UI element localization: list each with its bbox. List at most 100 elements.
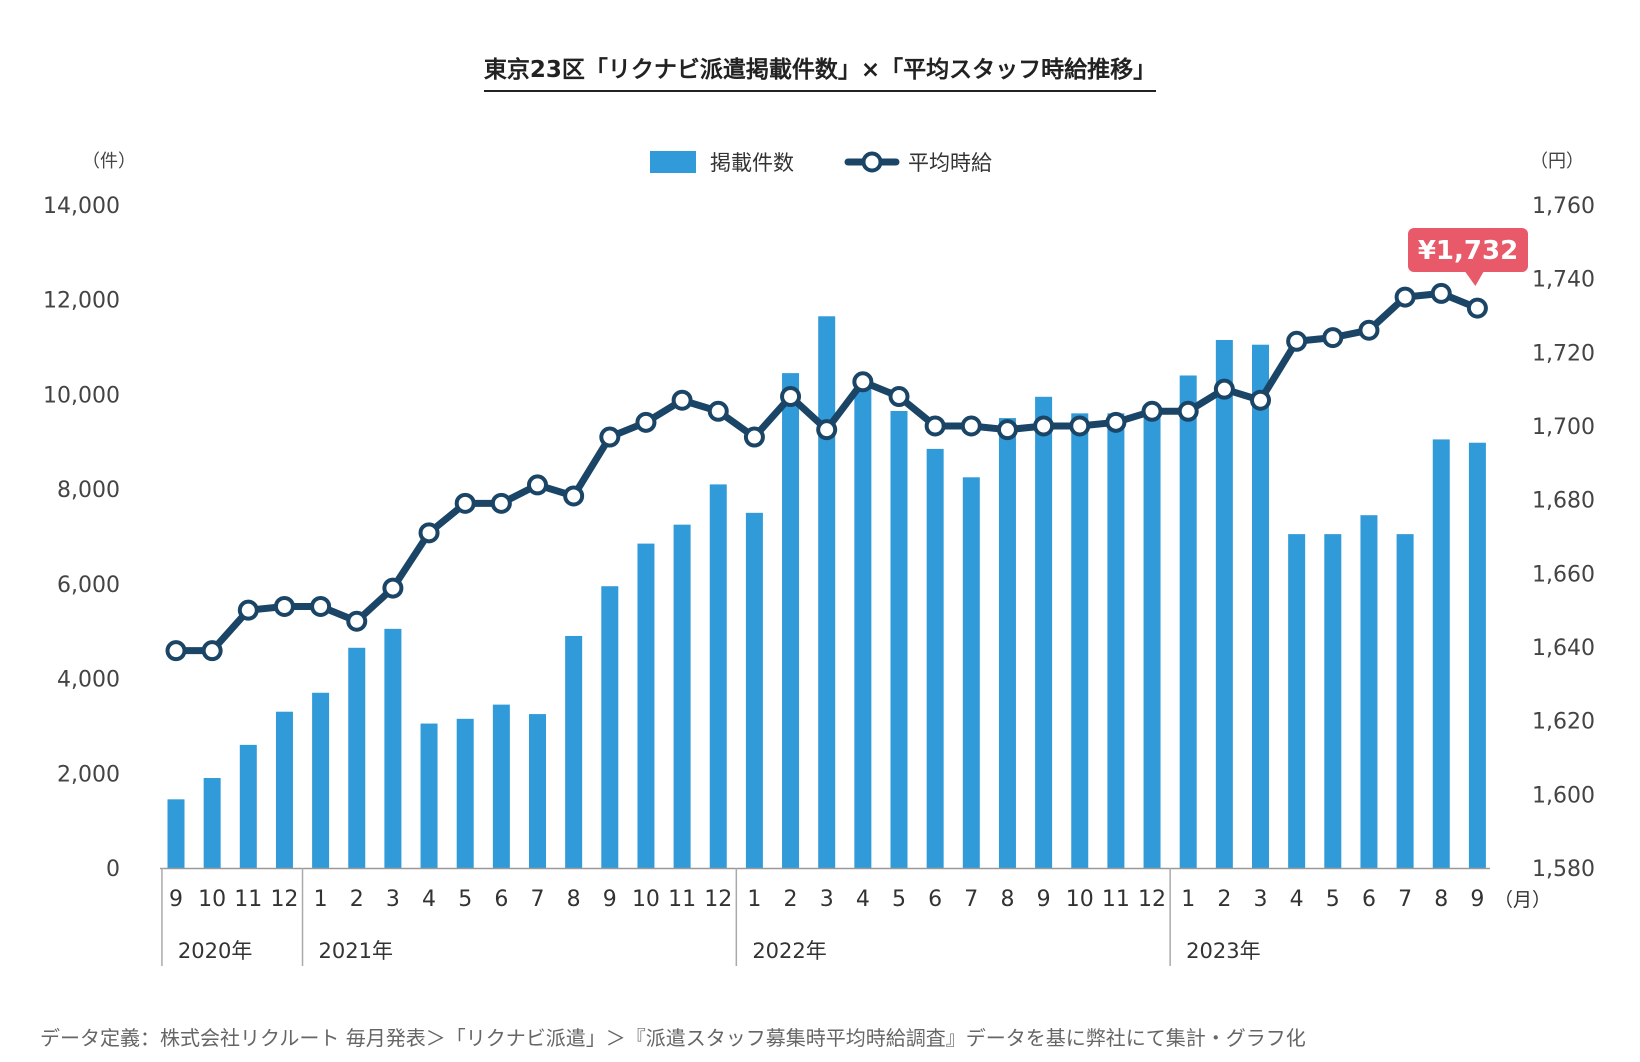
bar bbox=[1360, 515, 1378, 868]
bar bbox=[1252, 344, 1269, 868]
x-tick-label: 10 bbox=[632, 887, 660, 912]
bar bbox=[565, 635, 583, 868]
line-point bbox=[201, 640, 223, 662]
line-point bbox=[1033, 415, 1055, 437]
bar bbox=[782, 373, 800, 868]
line-point bbox=[960, 415, 982, 437]
right-tick-label: 1,680 bbox=[1532, 489, 1595, 514]
x-tick-label: 7 bbox=[531, 887, 545, 912]
annotation-box bbox=[1408, 228, 1528, 272]
bar bbox=[456, 718, 474, 868]
bar bbox=[1143, 406, 1161, 868]
bar bbox=[275, 711, 293, 868]
x-tick-label: 1 bbox=[314, 887, 328, 912]
line-point bbox=[816, 419, 838, 441]
bar bbox=[420, 723, 438, 868]
chart-title-wrap: 東京23区「リクナビ派遣掲載件数」×「平均スタッフ時給推移」 bbox=[0, 50, 1640, 92]
bar bbox=[637, 543, 655, 868]
line-point bbox=[780, 386, 802, 408]
left-tick-label: 2,000 bbox=[57, 762, 120, 787]
line-point bbox=[1466, 297, 1488, 319]
x-tick-label: 11 bbox=[234, 887, 262, 912]
line-point bbox=[1394, 286, 1416, 308]
x-tick-label: 11 bbox=[1102, 887, 1130, 912]
x-tick-label: 6 bbox=[494, 887, 508, 912]
x-tick-label: 2 bbox=[784, 887, 798, 912]
year-label: 2020年 bbox=[178, 939, 252, 963]
x-tick-label: 9 bbox=[169, 887, 183, 912]
bar bbox=[348, 647, 366, 868]
x-tick-label: 10 bbox=[198, 887, 226, 912]
bar bbox=[1432, 439, 1450, 868]
bar bbox=[818, 316, 836, 868]
line-point bbox=[1177, 400, 1199, 422]
bar bbox=[1324, 534, 1342, 868]
line-point bbox=[888, 386, 910, 408]
bar bbox=[1035, 396, 1053, 868]
left-tick-label: 0 bbox=[106, 857, 120, 882]
x-tick-label: 2 bbox=[1217, 887, 1231, 912]
line-point bbox=[635, 411, 657, 433]
left-tick-label: 6,000 bbox=[57, 573, 120, 598]
bar bbox=[926, 448, 944, 868]
line-point bbox=[1358, 319, 1380, 341]
right-tick-label: 1,740 bbox=[1532, 268, 1595, 293]
x-tick-label: 1 bbox=[1181, 887, 1195, 912]
line-point bbox=[454, 492, 476, 514]
line-point bbox=[418, 522, 440, 544]
line-point bbox=[165, 640, 187, 662]
footnote: データ定義：株式会社リクルート 毎月発表＞「リクナビ派遣」＞『派遣スタッフ募集時… bbox=[40, 1026, 1306, 1050]
bar bbox=[745, 512, 763, 868]
line-point bbox=[1430, 282, 1452, 304]
x-tick-label: 5 bbox=[1326, 887, 1340, 912]
line-point bbox=[237, 599, 259, 621]
x-tick-label: 4 bbox=[856, 887, 870, 912]
bar bbox=[890, 411, 908, 868]
left-axis-unit: （件） bbox=[82, 151, 136, 172]
x-tick-label: 8 bbox=[567, 887, 581, 912]
bar bbox=[1179, 375, 1197, 868]
x-tick-label: 6 bbox=[1362, 887, 1376, 912]
x-tick-label: 4 bbox=[1290, 887, 1304, 912]
left-tick-label: 10,000 bbox=[43, 383, 120, 408]
left-tick-label: 8,000 bbox=[57, 478, 120, 503]
line-point bbox=[563, 485, 585, 507]
right-tick-label: 1,600 bbox=[1532, 783, 1595, 808]
line-point bbox=[1213, 378, 1235, 400]
annotation-label: ¥1,732 bbox=[1418, 236, 1518, 266]
right-tick-label: 1,760 bbox=[1532, 194, 1595, 219]
x-tick-label: 5 bbox=[892, 887, 906, 912]
x-tick-label: 11 bbox=[668, 887, 696, 912]
line-point bbox=[310, 595, 332, 617]
line-point bbox=[1069, 415, 1091, 437]
legend-bar-label: 掲載件数 bbox=[710, 151, 794, 175]
line-point bbox=[1105, 411, 1127, 433]
bar bbox=[1107, 413, 1125, 868]
x-tick-label: 3 bbox=[1254, 887, 1268, 912]
chart-title: 東京23区「リクナビ派遣掲載件数」×「平均スタッフ時給推移」 bbox=[483, 50, 1157, 92]
bar bbox=[1468, 442, 1486, 868]
bar bbox=[854, 387, 872, 868]
line-point bbox=[599, 426, 621, 448]
legend-bar-swatch bbox=[650, 151, 696, 173]
annotation-pointer bbox=[1465, 272, 1484, 286]
line-point bbox=[743, 426, 765, 448]
left-tick-label: 4,000 bbox=[57, 668, 120, 693]
line-point bbox=[996, 419, 1018, 441]
x-tick-label: 3 bbox=[386, 887, 400, 912]
x-tick-label: 9 bbox=[1037, 887, 1051, 912]
x-tick-label: 3 bbox=[820, 887, 834, 912]
line-point bbox=[852, 371, 874, 393]
bar bbox=[1288, 534, 1306, 868]
right-axis-unit: （円） bbox=[1530, 151, 1584, 172]
x-tick-label: 6 bbox=[928, 887, 942, 912]
bar bbox=[1396, 534, 1414, 868]
bar bbox=[492, 704, 510, 868]
line-point bbox=[924, 415, 946, 437]
right-tick-label: 1,580 bbox=[1532, 857, 1595, 882]
x-tick-label: 9 bbox=[603, 887, 617, 912]
bar bbox=[1071, 413, 1089, 868]
right-tick-label: 1,640 bbox=[1532, 636, 1595, 661]
left-tick-label: 12,000 bbox=[43, 289, 120, 314]
